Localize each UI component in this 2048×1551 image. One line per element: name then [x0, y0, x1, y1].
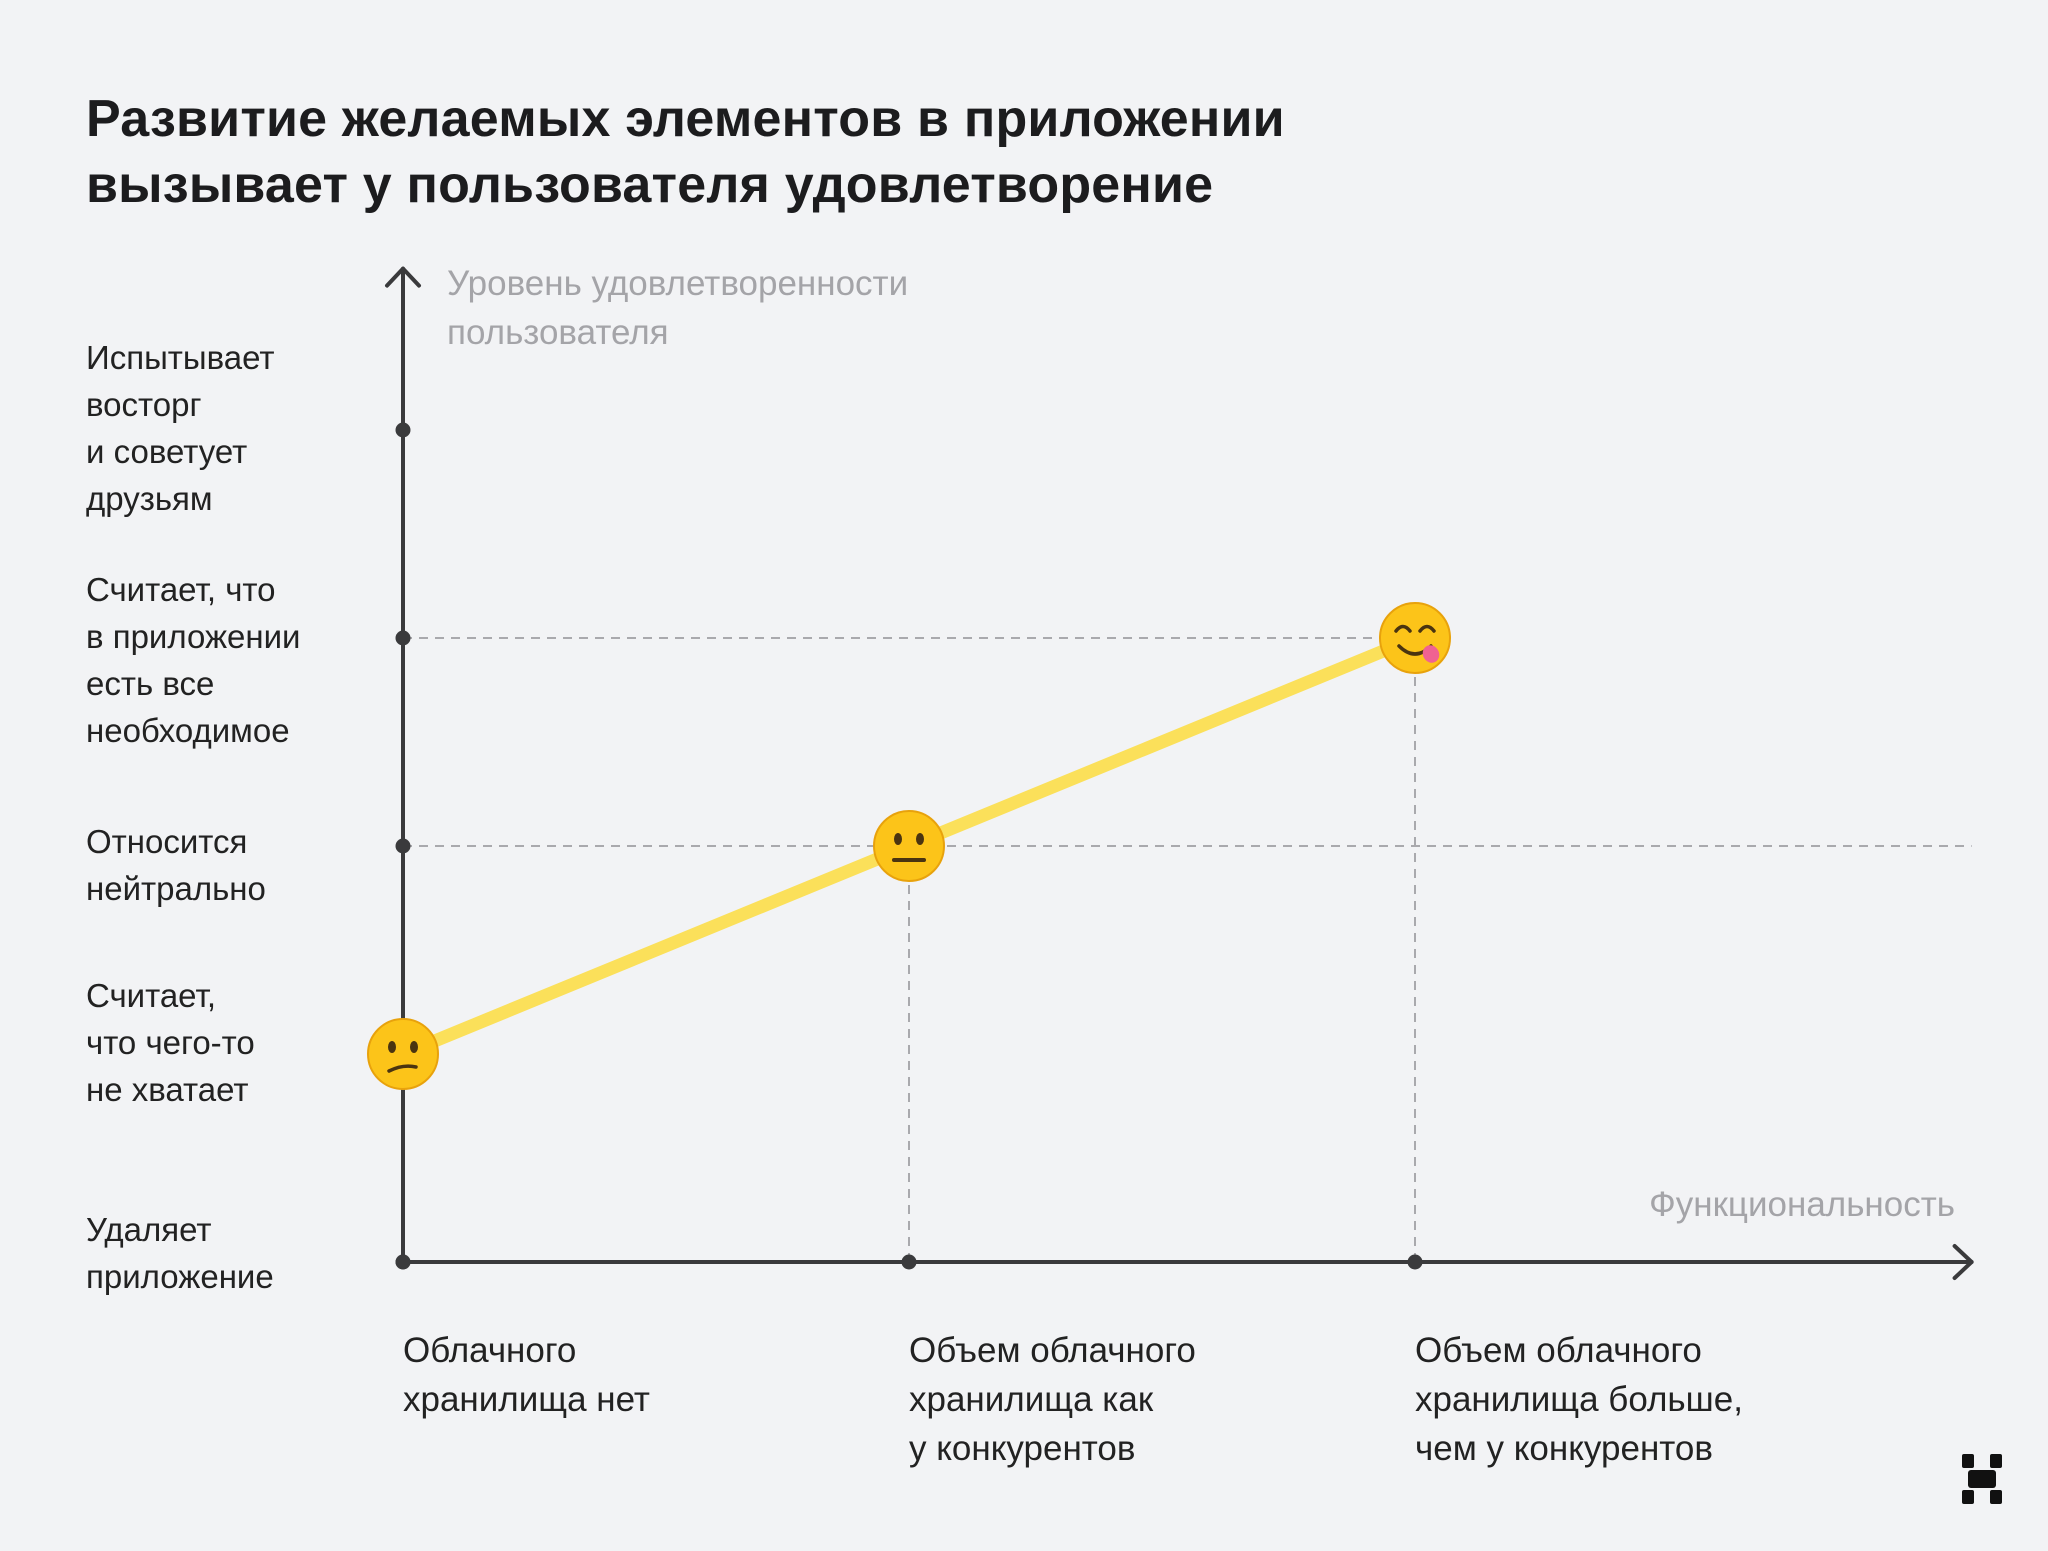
confused-face-icon	[367, 1018, 439, 1090]
y-level-label-line: друзьям	[86, 480, 213, 517]
x-category-label-line: хранилища больше,	[1415, 1380, 1743, 1419]
y-level-label-line: Считает,	[86, 977, 217, 1014]
x-category-label-1: Объем облачного хранилища как у конкурен…	[909, 1326, 1196, 1473]
y-level-label-line: Удаляет	[86, 1211, 212, 1248]
x-axis-title-text: Функциональность	[1649, 1185, 1955, 1224]
face-tongue	[1422, 645, 1440, 663]
neutral-face-icon	[873, 810, 945, 882]
y-level-label-line: Испытывает	[86, 339, 275, 376]
y-level-label-2: Относится нейтрально	[86, 818, 266, 912]
y-level-label-line: есть все	[86, 665, 215, 702]
x-category-label-line: хранилища нет	[403, 1380, 650, 1419]
x-category-label-line: у конкурентов	[909, 1429, 1136, 1468]
x-tick-dot-0	[395, 1254, 411, 1270]
face-base	[873, 810, 945, 882]
title-line-1: Развитие желаемых элементов в приложении	[86, 90, 1285, 148]
face-eye-left	[388, 1041, 396, 1053]
x-tick-dot-2	[1407, 1254, 1423, 1270]
x-category-label-2: Объем облачного хранилища больше, чем у …	[1415, 1326, 1743, 1473]
logo-icon	[1962, 1454, 2002, 1504]
y-level-label-3: Считает, что в приложении есть все необх…	[86, 566, 300, 754]
page-title: Развитие желаемых элементов в приложении…	[86, 86, 1586, 218]
y-level-label-line: и советует	[86, 433, 248, 470]
x-category-label-line: чем у конкурентов	[1415, 1429, 1713, 1468]
y-axis-title-line: Уровень удовлетворенности	[447, 264, 909, 303]
y-level-label-line: не хватает	[86, 1071, 249, 1108]
y-level-label-line: восторг	[86, 386, 202, 423]
y-level-label-line: что чего-то	[86, 1024, 255, 1061]
y-level-label-line: Считает, что	[86, 571, 276, 608]
face-eye-left	[894, 833, 902, 845]
x-category-label-line: Объем облачного	[909, 1331, 1196, 1370]
x-category-label-line: Объем облачного	[1415, 1331, 1702, 1370]
x-axis-arrow	[1952, 1244, 1974, 1280]
y-axis-title: Уровень удовлетворенности пользователя	[447, 259, 908, 357]
y-tick-dot-2	[395, 838, 411, 854]
face-eye-right	[916, 833, 924, 845]
y-tick-dot-3	[395, 630, 411, 646]
face-eye-right	[410, 1041, 418, 1053]
title-line-2: вызывает у пользователя удовлетворение	[86, 156, 1214, 214]
y-level-label-line: необходимое	[86, 712, 290, 749]
y-axis-arrow	[385, 266, 421, 288]
y-level-label-line: нейтрально	[86, 870, 266, 907]
x-tick-dot-1	[901, 1254, 917, 1270]
y-level-label-line: приложение	[86, 1258, 274, 1295]
y-axis-title-line: пользователя	[447, 313, 669, 352]
guide-lines	[403, 637, 1972, 1262]
x-category-label-line: Облачного	[403, 1331, 577, 1370]
yum-face-icon	[1379, 602, 1451, 674]
face-base	[1379, 602, 1451, 674]
x-category-label-0: Облачного хранилища нет	[403, 1326, 650, 1424]
face-eye-right	[1418, 624, 1436, 633]
point-markers	[367, 602, 1451, 1090]
y-level-label-0: Удаляет приложение	[86, 1206, 274, 1300]
x-axis-title: Функциональность	[1649, 1180, 1955, 1229]
face-base	[367, 1018, 439, 1090]
y-tick-dot-4	[395, 422, 411, 438]
axes	[385, 266, 1974, 1280]
face-mouth	[387, 1064, 418, 1073]
y-level-label-4: Испытывает восторг и советует друзьям	[86, 334, 275, 522]
y-level-label-line: в приложении	[86, 618, 301, 655]
y-level-label-1: Считает, что чего-то не хватает	[86, 972, 255, 1113]
face-eye-left	[1394, 624, 1412, 633]
y-level-label-line: Относится	[86, 823, 248, 860]
x-category-label-line: хранилища как	[909, 1380, 1154, 1419]
